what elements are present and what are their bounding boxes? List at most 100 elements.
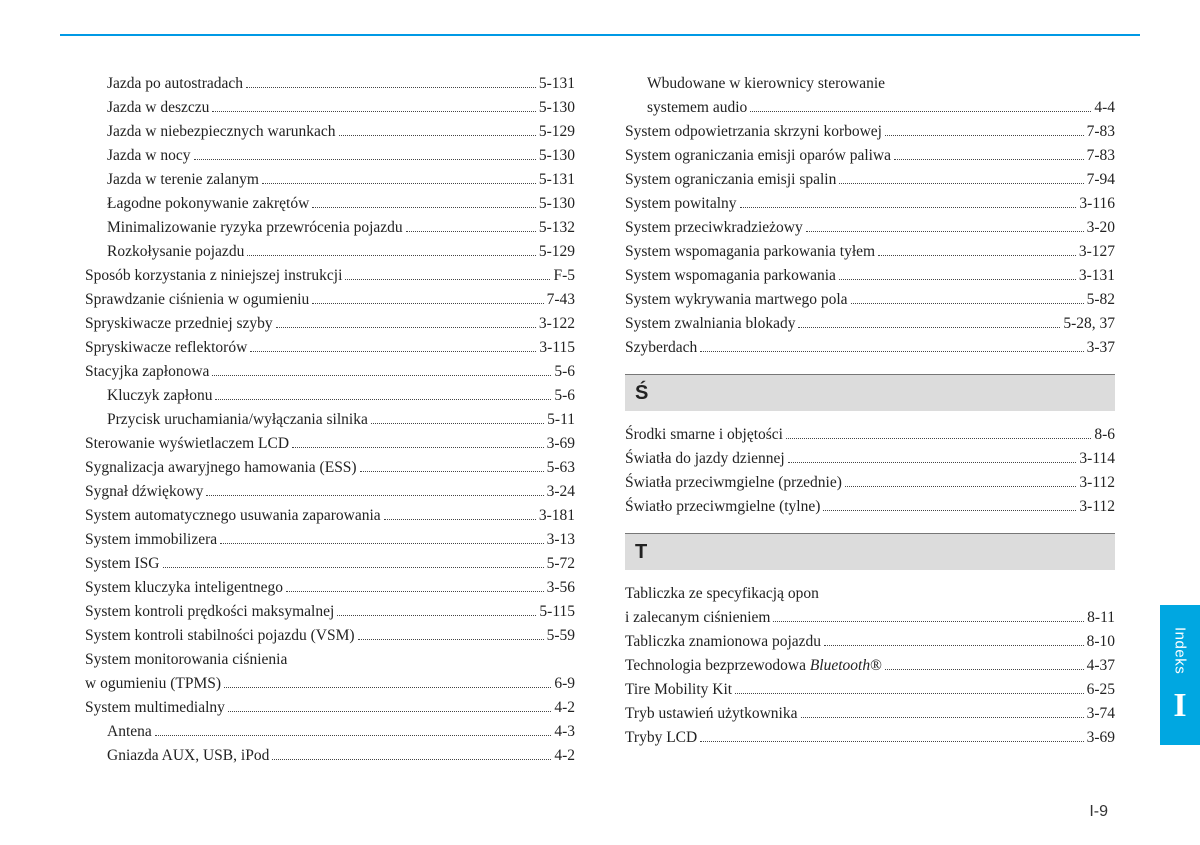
index-entry-page: 5-28, 37 (1063, 312, 1115, 336)
index-entry: Tabliczka ze specyfikacją oponi zalecany… (625, 582, 1115, 630)
index-entry-label: Jazda w terenie zalanym (107, 168, 259, 192)
leader-dots (885, 135, 1084, 136)
index-entry: System zwalniania blokady5-28, 37 (625, 312, 1115, 336)
index-entry: System automatycznego usuwania zaparowan… (85, 504, 575, 528)
index-entry-page: 7-83 (1087, 144, 1115, 168)
index-entry: Sterowanie wyświetlaczem LCD 3-69 (85, 432, 575, 456)
index-entry-page: 3-112 (1079, 471, 1115, 495)
index-entry-label: Jazda w nocy (107, 144, 191, 168)
index-entry: Środki smarne i objętości8-6 (625, 423, 1115, 447)
index-entry-label: System kontroli prędkości maksymalnej (85, 600, 334, 624)
leader-dots (839, 183, 1083, 184)
leader-dots (220, 543, 543, 544)
side-tab-letter: I (1173, 689, 1186, 723)
index-entry: System multimedialny 4-2 (85, 696, 575, 720)
index-entry-label: Jazda w niebezpiecznych warunkach (107, 120, 336, 144)
index-entry: Spryskiwacze reflektorów3-115 (85, 336, 575, 360)
leader-dots (371, 423, 544, 424)
index-entry-label: Gniazda AUX, USB, iPod (107, 744, 269, 768)
index-entry-page: 5-129 (539, 240, 575, 264)
leader-dots (824, 645, 1084, 646)
leader-dots (345, 279, 550, 280)
index-entry-label: System multimedialny (85, 696, 225, 720)
index-entry-page: 4-2 (554, 696, 575, 720)
leader-dots (773, 621, 1084, 622)
index-entry: Światła do jazdy dziennej3-114 (625, 447, 1115, 471)
leader-dots (406, 231, 536, 232)
index-entry-page: 3-69 (547, 432, 575, 456)
top-accent-border (60, 34, 1140, 36)
index-entry-label: Łagodne pokonywanie zakrętów (107, 192, 309, 216)
index-entry-page: 6-25 (1087, 678, 1115, 702)
index-entry-page: 5-129 (539, 120, 575, 144)
index-entry: Sygnał dźwiękowy3-24 (85, 480, 575, 504)
index-entry: Łagodne pokonywanie zakrętów5-130 (85, 192, 575, 216)
leader-dots (750, 111, 1091, 112)
index-entry-label: System ISG (85, 552, 160, 576)
index-entry: System immobilizera 3-13 (85, 528, 575, 552)
index-entry: Technologia bezprzewodowa Bluetooth® 4-37 (625, 654, 1115, 678)
leader-dots (292, 447, 544, 448)
leader-dots (839, 279, 1076, 280)
leader-dots (215, 399, 551, 400)
page-number: I-9 (1089, 803, 1108, 821)
leader-dots (801, 717, 1084, 718)
index-entry: Sposób korzystania z niniejszej instrukc… (85, 264, 575, 288)
index-entry-label: System monitorowania ciśnienia (85, 648, 575, 672)
leader-dots (894, 159, 1084, 160)
leader-dots (224, 687, 551, 688)
index-entry: Antena4-3 (85, 720, 575, 744)
index-entry-page: 7-94 (1087, 168, 1115, 192)
index-entry-page: 5-132 (539, 216, 575, 240)
index-entry-label: i zalecanym ciśnieniem (625, 606, 770, 630)
index-entry: Rozkołysanie pojazdu 5-129 (85, 240, 575, 264)
index-entry-page: 3-131 (1079, 264, 1115, 288)
leader-dots (740, 207, 1077, 208)
leader-dots (798, 327, 1060, 328)
index-entry-label: Rozkołysanie pojazdu (107, 240, 244, 264)
leader-dots (272, 759, 551, 760)
index-entry-label: System wykrywania martwego pola (625, 288, 848, 312)
index-entry: Stacyjka zapłonowa5-6 (85, 360, 575, 384)
index-entry-page: 3-74 (1087, 702, 1115, 726)
index-entry-label: Tryby LCD (625, 726, 697, 750)
leader-dots (878, 255, 1076, 256)
index-entry: Jazda po autostradach5-131 (85, 72, 575, 96)
leader-dots (212, 375, 551, 376)
index-entry-label: System przeciwkradzieżowy (625, 216, 803, 240)
index-entry-label: Światła przeciwmgielne (przednie) (625, 471, 842, 495)
leader-dots (228, 711, 551, 712)
index-entry: Jazda w deszczu5-130 (85, 96, 575, 120)
index-entry: System monitorowania ciśnieniaw ogumieni… (85, 648, 575, 696)
index-entry: Przycisk uruchamiania/wyłączania silnika… (85, 408, 575, 432)
index-entry-label: System ograniczania emisji oparów paliwa (625, 144, 891, 168)
index-entry-page: 8-6 (1094, 423, 1115, 447)
index-entry-page: 3-24 (547, 480, 575, 504)
index-entry-page: 4-37 (1087, 654, 1115, 678)
index-entry-page: 3-116 (1079, 192, 1115, 216)
index-entry: System ISG5-72 (85, 552, 575, 576)
index-entry-page: 6-9 (554, 672, 575, 696)
leader-dots (360, 471, 544, 472)
index-entry-page: 3-13 (547, 528, 575, 552)
index-entry: Gniazda AUX, USB, iPod4-2 (85, 744, 575, 768)
index-entry-page: 5-130 (539, 96, 575, 120)
index-entry: Jazda w nocy5-130 (85, 144, 575, 168)
index-entry: Tabliczka znamionowa pojazdu8-10 (625, 630, 1115, 654)
leader-dots (155, 735, 552, 736)
index-entry-label: Kluczyk zapłonu (107, 384, 212, 408)
index-entry-label: Sygnalizacja awaryjnego hamowania (ESS) (85, 456, 357, 480)
index-entry: System odpowietrzania skrzyni korbowej7-… (625, 120, 1115, 144)
index-entry-page: 4-3 (554, 720, 575, 744)
index-entry-label: Technologia bezprzewodowa Bluetooth® (625, 654, 882, 678)
index-entry-label: System odpowietrzania skrzyni korbowej (625, 120, 882, 144)
index-entry-label: Sterowanie wyświetlaczem LCD (85, 432, 289, 456)
side-tab-label: Indeks (1172, 627, 1189, 674)
index-entry-page: 5-6 (554, 360, 575, 384)
index-entry: System ograniczania emisji oparów paliwa… (625, 144, 1115, 168)
index-entry-label: Szyberdach (625, 336, 697, 360)
index-entry-label: System immobilizera (85, 528, 217, 552)
leader-dots (276, 327, 536, 328)
index-entry-page: F-5 (553, 264, 575, 288)
leader-dots (247, 255, 536, 256)
